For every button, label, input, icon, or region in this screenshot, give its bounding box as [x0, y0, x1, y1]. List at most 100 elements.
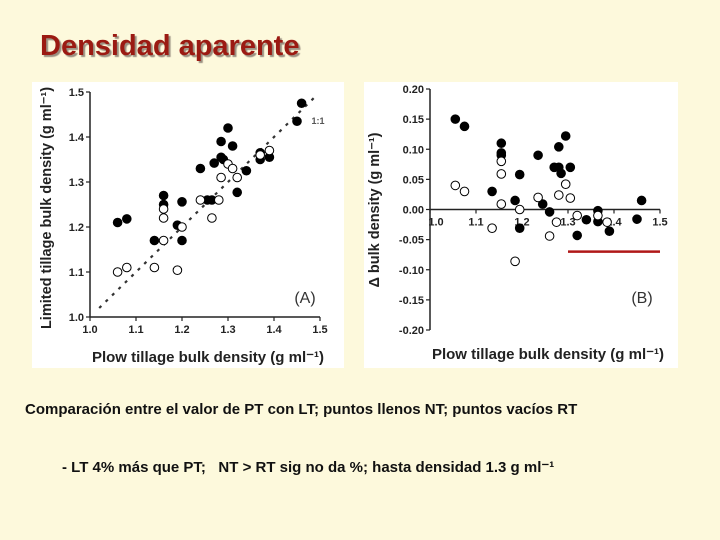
- chart-b-panel-label: (B): [631, 290, 652, 307]
- chart-b-filled-point: [496, 138, 507, 149]
- chart-b-x-tick-label: 1.0: [428, 217, 443, 229]
- chart-a-filled-point: [149, 235, 160, 246]
- chart-b-y-tick-label: -0.15: [399, 295, 424, 307]
- chart-a-y-tick-label: 1.5: [69, 87, 84, 99]
- chart-a-open-point: [158, 213, 169, 223]
- chart-a-filled-point: [122, 214, 132, 224]
- chart-b-x-tick-label: 1.3: [560, 217, 575, 229]
- chart-b-filled-point: [510, 195, 520, 206]
- chart-a-filled-point: [216, 136, 226, 147]
- chart-a-x-tick-label: 1.5: [312, 324, 327, 336]
- chart-b-filled-point: [560, 131, 571, 141]
- chart-a-open-point: [216, 172, 226, 183]
- chart-b-open-point: [602, 217, 612, 227]
- chart-b-y-tick-label: -0.05: [399, 235, 424, 247]
- chart-b-filled-point: [556, 168, 566, 179]
- chart-a-filled-point: [112, 217, 123, 228]
- chart-a-xlabel: Plow tillage bulk density (g ml⁻¹): [92, 349, 324, 366]
- chart-b-filled-point: [487, 186, 497, 197]
- chart-b: Plow tillage bulk density (g ml⁻¹) Δ bul…: [367, 84, 668, 363]
- slide-title: Densidad aparente: [40, 30, 300, 62]
- chart-b-filled-point: [514, 169, 525, 180]
- chart-b-filled-point: [572, 230, 583, 241]
- chart-a-open-point: [172, 265, 183, 276]
- chart-b-filled-point: [544, 207, 555, 217]
- chart-b-filled-point: [554, 142, 564, 152]
- chart-a-panel: [32, 82, 344, 368]
- chart-a-open-point: [158, 235, 169, 246]
- chart-b-y-tick-label: 0.00: [403, 205, 424, 217]
- chart-a-open-point: [112, 267, 123, 277]
- chart-b-ylabel: Δ bulk density (g ml⁻¹): [367, 132, 383, 287]
- chart-b-open-point: [572, 210, 583, 221]
- chart-a-filled-point: [232, 187, 242, 198]
- chart-b-open-point: [554, 190, 564, 200]
- chart-a-open-point: [149, 262, 160, 273]
- chart-b-y-tick-label: 0.10: [403, 144, 424, 156]
- chart-a-x-tick-label: 1.4: [266, 324, 282, 336]
- chart-b-open-point: [450, 180, 461, 191]
- chart-b-open-point: [544, 231, 555, 241]
- chart-b-open-point: [496, 199, 507, 209]
- chart-b-open-point: [593, 210, 603, 221]
- chart-b-open-point: [560, 179, 571, 189]
- chart-a-open-point: [195, 195, 206, 205]
- chart-a-filled-point: [223, 123, 233, 133]
- chart-b-open-point: [510, 256, 520, 267]
- chart-a-open-point: [227, 163, 238, 174]
- chart-b-filled-point: [636, 195, 647, 206]
- chart-b-y-tick-label: 0.20: [403, 84, 424, 96]
- chart-a-open-point: [255, 150, 266, 160]
- chart-b-x-tick-label: 1.1: [468, 217, 483, 229]
- chart-a-panel-label: (A): [294, 290, 315, 307]
- chart-a-filled-point: [158, 190, 169, 201]
- chart-a-ref-line-label: 1:1: [311, 116, 324, 126]
- chart-a-ylabel: Limited tillage bulk density (g ml⁻¹): [39, 87, 55, 329]
- chart-b-open-point: [551, 217, 562, 227]
- chart-a-filled-point: [209, 158, 219, 168]
- caption-line-1: Comparación entre el valor de PT con LT;…: [25, 401, 578, 418]
- caption-line-2: - LT 4% más que PT; NT > RT sig no da %;…: [62, 459, 555, 476]
- chart-a-x-tick-label: 1.1: [128, 324, 143, 336]
- chart-b-filled-point: [450, 114, 461, 124]
- chart-b-filled-point: [459, 121, 470, 132]
- chart-b-y-tick-label: -0.10: [399, 265, 424, 277]
- chart-a-filled-point: [227, 141, 238, 151]
- chart-b-filled-point: [514, 223, 525, 233]
- chart-b-xlabel: Plow tillage bulk density (g ml⁻¹): [432, 346, 664, 363]
- chart-a-reference-line: [98, 95, 317, 309]
- chart-a-open-point: [264, 145, 275, 156]
- chart-a-x-tick-label: 1.2: [174, 324, 189, 336]
- chart-b-filled-point: [581, 214, 592, 225]
- chart-b-filled-point: [565, 162, 576, 173]
- chart-b-open-point: [487, 223, 497, 233]
- chart-b-open-point: [459, 186, 470, 197]
- chart-b-y-tick-label: 0.05: [403, 174, 424, 186]
- chart-a-open-point: [177, 222, 187, 232]
- chart-a-y-tick-label: 1.3: [69, 177, 84, 189]
- chart-a-filled-point: [241, 165, 252, 176]
- chart-b-open-point: [514, 204, 525, 215]
- chart-a-filled-point: [296, 98, 307, 109]
- chart-a-filled-point: [177, 235, 187, 246]
- chart-b-open-point: [533, 192, 543, 203]
- chart-a-open-point: [158, 204, 169, 214]
- chart-a-x-tick-label: 1.3: [220, 324, 235, 336]
- chart-a-filled-point: [292, 116, 302, 127]
- chart-b-open-point: [496, 169, 507, 179]
- chart-b-filled-point: [537, 199, 548, 209]
- chart-a-filled-point: [195, 163, 206, 174]
- chart-b-filled-point: [632, 214, 642, 224]
- chart-a-y-tick-label: 1.0: [69, 312, 84, 324]
- chart-a-y-tick-label: 1.2: [69, 222, 84, 234]
- chart-b-open-point: [496, 156, 507, 167]
- chart-b-y-tick-label: -0.20: [399, 325, 424, 337]
- chart-a-filled-point: [177, 197, 187, 207]
- chart-a-open-point: [122, 262, 132, 273]
- chart-a: Plow tillage bulk density (g ml⁻¹) Limit…: [39, 87, 328, 366]
- chart-a-y-tick-label: 1.4: [69, 132, 85, 144]
- chart-a-open-point: [207, 213, 217, 223]
- chart-b-filled-point: [533, 150, 543, 161]
- chart-a-x-tick-label: 1.0: [82, 324, 97, 336]
